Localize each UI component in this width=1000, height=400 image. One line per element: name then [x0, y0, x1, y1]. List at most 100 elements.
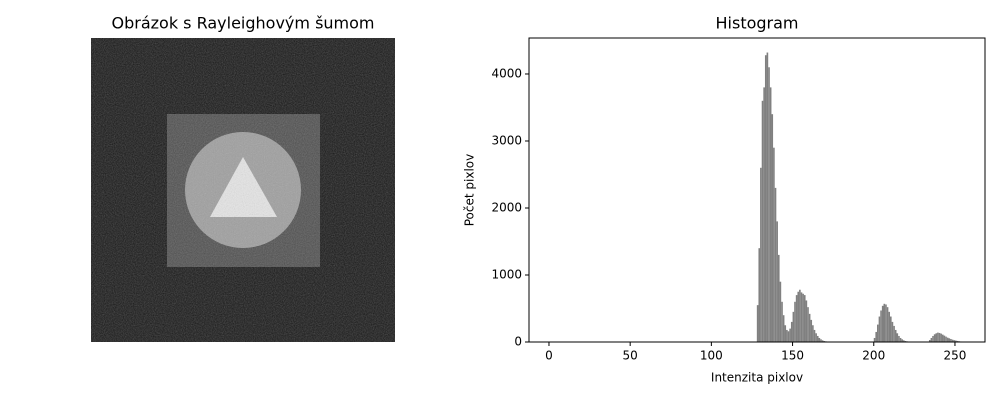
histogram-bar — [792, 311, 795, 342]
histogram-bar — [938, 332, 941, 342]
histogram-bar — [790, 321, 793, 342]
histogram-bar — [891, 321, 894, 342]
x-tick-label: 150 — [781, 349, 804, 363]
histogram-bar — [784, 325, 787, 342]
histogram-bar — [808, 313, 811, 342]
histogram-bar — [951, 339, 954, 342]
histogram-bar — [932, 335, 934, 342]
histogram-bar — [881, 305, 884, 342]
histogram-bar — [928, 339, 931, 342]
histogram-bar — [805, 300, 808, 342]
histogram-bar — [946, 337, 949, 342]
histogram-bar — [943, 335, 946, 342]
histogram-bar — [776, 221, 778, 342]
image-title: Obrázok s Rayleighovým šumom — [112, 14, 375, 33]
histogram-bar — [782, 315, 785, 342]
histogram-bar — [901, 339, 903, 342]
histogram-bar — [786, 329, 788, 342]
image-panel: Obrázok s Rayleighovým šumom — [91, 14, 395, 342]
histogram-bar — [794, 301, 796, 342]
histogram-bar — [820, 339, 822, 342]
histogram-bar — [894, 329, 897, 342]
histogram-bar — [768, 67, 770, 343]
histogram-bar — [756, 305, 759, 342]
y-tick-label: 1000 — [491, 267, 522, 281]
histogram-bar — [948, 338, 951, 342]
histogram-bar — [763, 87, 765, 342]
histogram-bar — [886, 307, 889, 342]
histogram-bar — [904, 340, 907, 342]
histogram-bar — [781, 301, 783, 342]
x-tick-label: 200 — [862, 349, 885, 363]
histogram-bar — [774, 187, 777, 342]
histogram-bar — [823, 340, 826, 342]
histogram-bar — [880, 310, 882, 342]
histogram-bar — [777, 254, 780, 342]
histogram-bar — [802, 293, 804, 342]
histogram-bar — [764, 55, 767, 343]
histogram-bar — [899, 337, 902, 342]
histogram-bar — [888, 311, 890, 342]
x-tick-label: 250 — [944, 349, 967, 363]
histogram-bar — [760, 167, 762, 342]
histogram-bar — [873, 337, 876, 342]
histogram-bar — [795, 295, 798, 342]
y-tick-label: 2000 — [491, 200, 522, 214]
x-tick-label: 50 — [623, 349, 638, 363]
histogram-bar — [807, 307, 809, 342]
histogram-bar — [883, 303, 886, 342]
plot-frame — [528, 37, 986, 343]
y-tick-label: 3000 — [491, 133, 522, 147]
histogram-bar — [799, 289, 801, 342]
histogram-bar — [800, 292, 803, 342]
histogram-bar — [789, 328, 791, 342]
histogram-bar — [896, 333, 899, 342]
histogram-bar — [816, 335, 819, 342]
histogram-bar — [956, 340, 959, 342]
histogram-bar — [818, 337, 821, 342]
histogram-bar — [893, 325, 895, 342]
histogram-bar — [773, 147, 775, 342]
histogram-bar — [821, 340, 824, 342]
histogram-bar — [941, 334, 944, 342]
histogram-bar — [810, 319, 813, 342]
histogram-bar — [945, 336, 947, 342]
image-noise — [91, 38, 395, 342]
x-tick-label: 100 — [700, 349, 723, 363]
x-axis-label: Intenzita pixlov — [711, 371, 803, 385]
histogram-bar — [953, 340, 955, 342]
histogram-bar — [930, 337, 933, 342]
histogram-bar — [758, 248, 761, 342]
histogram-bar — [954, 340, 957, 342]
histogram-title: Histogram — [716, 14, 799, 33]
x-tick-label: 0 — [545, 349, 553, 363]
histogram-bar — [813, 329, 816, 342]
histogram-bar — [885, 304, 887, 342]
histogram-bar — [933, 334, 936, 342]
histogram-bar — [779, 281, 782, 342]
histogram-bar — [766, 52, 769, 342]
histogram-bar — [803, 295, 806, 342]
histogram-bar — [937, 332, 939, 342]
histogram-bar — [877, 324, 879, 342]
histogram-bar — [875, 331, 878, 342]
histogram-bar — [940, 333, 942, 342]
histogram-bar — [812, 325, 814, 342]
y-tick-label: 4000 — [491, 66, 522, 80]
y-axis-label: Počet pixlov — [463, 154, 477, 226]
y-tick-label: 0 — [514, 335, 522, 349]
histogram-bar — [902, 340, 905, 342]
histogram-bar — [878, 316, 881, 342]
histogram-bar — [935, 333, 938, 342]
histogram-bar — [761, 100, 764, 342]
histogram-bar — [787, 331, 790, 342]
histogram-bar — [769, 87, 772, 342]
histogram-panel: Histogram Intenzita pixlov Počet pixlov — [463, 14, 804, 385]
histogram-bar — [797, 291, 800, 342]
histogram-bar — [890, 316, 892, 342]
histogram-bar — [898, 335, 900, 342]
histogram-bar — [815, 333, 817, 342]
histogram-bar — [771, 114, 774, 342]
histogram-bar — [950, 338, 952, 342]
